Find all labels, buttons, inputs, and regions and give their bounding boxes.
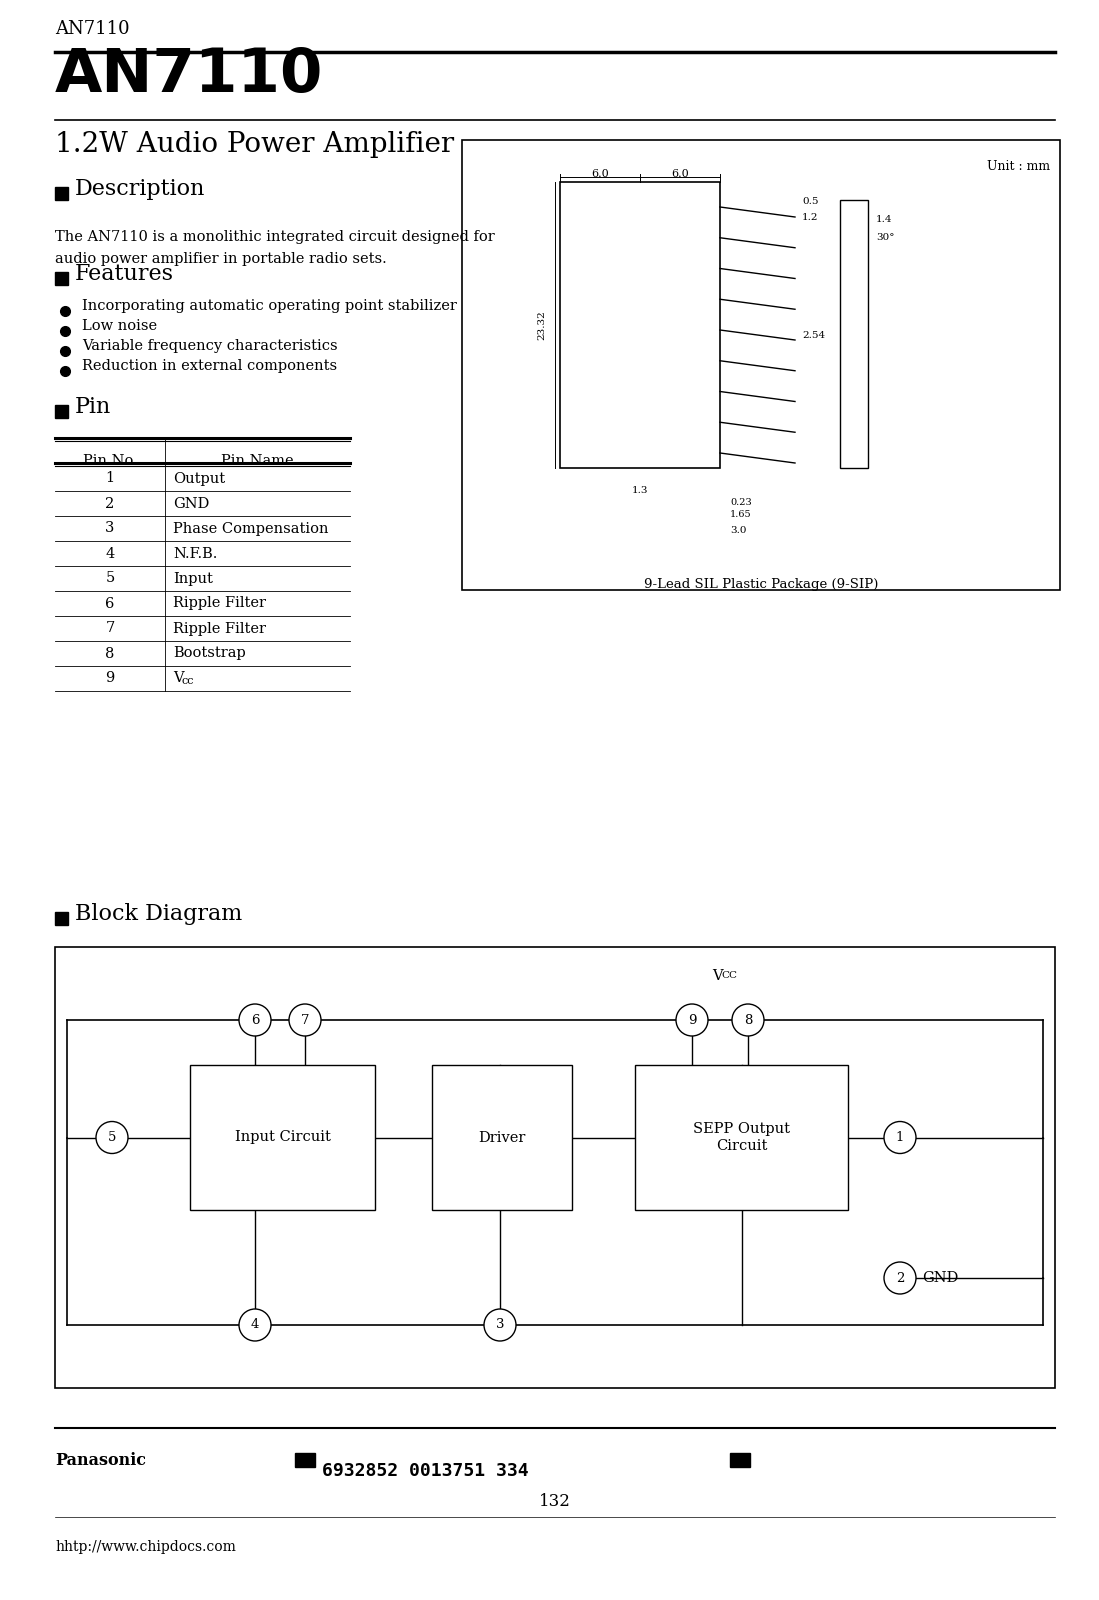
Text: 2.54: 2.54 [802, 331, 825, 339]
Text: Bootstrap: Bootstrap [173, 646, 246, 661]
Text: 9: 9 [106, 672, 114, 685]
Text: 4: 4 [251, 1318, 259, 1331]
Text: Variable frequency characteristics: Variable frequency characteristics [82, 339, 337, 354]
Text: cc: cc [182, 677, 195, 686]
Text: Input: Input [173, 571, 213, 586]
Text: Pin Name: Pin Name [221, 454, 293, 467]
Text: The AN7110 is a monolithic integrated circuit designed for
audio power amplifier: The AN7110 is a monolithic integrated ci… [55, 230, 495, 266]
Text: 1.3: 1.3 [632, 486, 648, 494]
Text: GND: GND [922, 1270, 958, 1285]
Text: 132: 132 [540, 1493, 571, 1510]
Bar [730, 1453, 750, 1467]
Bar [190, 1066, 375, 1210]
Text: 30°: 30° [876, 234, 895, 243]
Circle shape [289, 1005, 321, 1037]
Text: Driver: Driver [478, 1131, 525, 1144]
Text: Input Circuit: Input Circuit [234, 1131, 331, 1144]
Text: 3: 3 [496, 1318, 504, 1331]
Text: V: V [712, 970, 723, 982]
Text: 6: 6 [251, 1013, 259, 1027]
Text: 2: 2 [896, 1272, 904, 1285]
Text: Incorporating automatic operating point stabilizer: Incorporating automatic operating point … [82, 299, 457, 314]
Text: 6932852 0013751 334: 6932852 0013751 334 [322, 1462, 529, 1480]
Text: 7: 7 [106, 621, 114, 635]
Bar [55, 405, 68, 418]
Text: 9-Lead SIL Plastic Package (9-SIP): 9-Lead SIL Plastic Package (9-SIP) [644, 578, 878, 590]
Text: 1: 1 [896, 1131, 904, 1144]
Bar [55, 947, 1055, 1387]
Text: 7: 7 [301, 1013, 309, 1027]
Text: 2: 2 [106, 496, 114, 510]
Text: Unit : mm: Unit : mm [987, 160, 1050, 173]
Text: 0.23: 0.23 [730, 498, 752, 507]
Text: CC: CC [721, 971, 737, 979]
Text: 4: 4 [106, 547, 114, 560]
Text: 5: 5 [106, 571, 114, 586]
Text: 6.0: 6.0 [591, 170, 609, 179]
Text: 1.2W Audio Power Amplifier: 1.2W Audio Power Amplifier [55, 131, 454, 158]
Text: Pin No.: Pin No. [82, 454, 137, 467]
Bar [560, 182, 720, 467]
Text: 6: 6 [106, 597, 114, 611]
Text: 8: 8 [744, 1013, 752, 1027]
Bar [55, 912, 68, 925]
Text: AN7110: AN7110 [55, 46, 323, 106]
Text: Pin: Pin [75, 395, 111, 418]
Text: 0.5: 0.5 [802, 197, 819, 206]
Text: 1.2: 1.2 [802, 213, 819, 221]
Text: Ripple Filter: Ripple Filter [173, 621, 266, 635]
Text: Phase Compensation: Phase Compensation [173, 522, 329, 536]
Text: Reduction in external components: Reduction in external components [82, 358, 337, 373]
Circle shape [96, 1122, 127, 1154]
Circle shape [884, 1262, 915, 1294]
Bar [840, 200, 868, 467]
Text: 9: 9 [688, 1013, 697, 1027]
Text: Ripple Filter: Ripple Filter [173, 597, 266, 611]
Text: N.F.B.: N.F.B. [173, 547, 218, 560]
Bar [55, 272, 68, 285]
Text: Description: Description [75, 178, 206, 200]
Bar [55, 187, 68, 200]
Text: 6.0: 6.0 [671, 170, 689, 179]
Text: 3.0: 3.0 [730, 526, 746, 534]
Text: 23.32: 23.32 [537, 310, 546, 339]
Bar [462, 141, 1061, 590]
Text: Features: Features [75, 262, 174, 285]
Text: SEPP Output
Circuit: SEPP Output Circuit [693, 1123, 790, 1152]
Text: 1.65: 1.65 [730, 510, 752, 518]
Text: Block Diagram: Block Diagram [75, 902, 242, 925]
Text: 8: 8 [106, 646, 114, 661]
Text: Output: Output [173, 472, 225, 485]
Text: V: V [173, 672, 184, 685]
Text: hhtp://www.chipdocs.com: hhtp://www.chipdocs.com [55, 1539, 236, 1554]
Bar [295, 1453, 315, 1467]
Text: Panasonic: Panasonic [55, 1453, 146, 1469]
Circle shape [238, 1309, 271, 1341]
Circle shape [676, 1005, 708, 1037]
Text: AN7110: AN7110 [55, 19, 130, 38]
Text: 5: 5 [108, 1131, 116, 1144]
Circle shape [732, 1005, 764, 1037]
Bar [432, 1066, 571, 1210]
Text: Low noise: Low noise [82, 318, 157, 333]
Circle shape [884, 1122, 915, 1154]
Text: GND: GND [173, 496, 210, 510]
Circle shape [238, 1005, 271, 1037]
Text: 3: 3 [106, 522, 114, 536]
Text: 1: 1 [106, 472, 114, 485]
Circle shape [484, 1309, 517, 1341]
Bar [635, 1066, 848, 1210]
Text: 1.4: 1.4 [876, 216, 892, 224]
